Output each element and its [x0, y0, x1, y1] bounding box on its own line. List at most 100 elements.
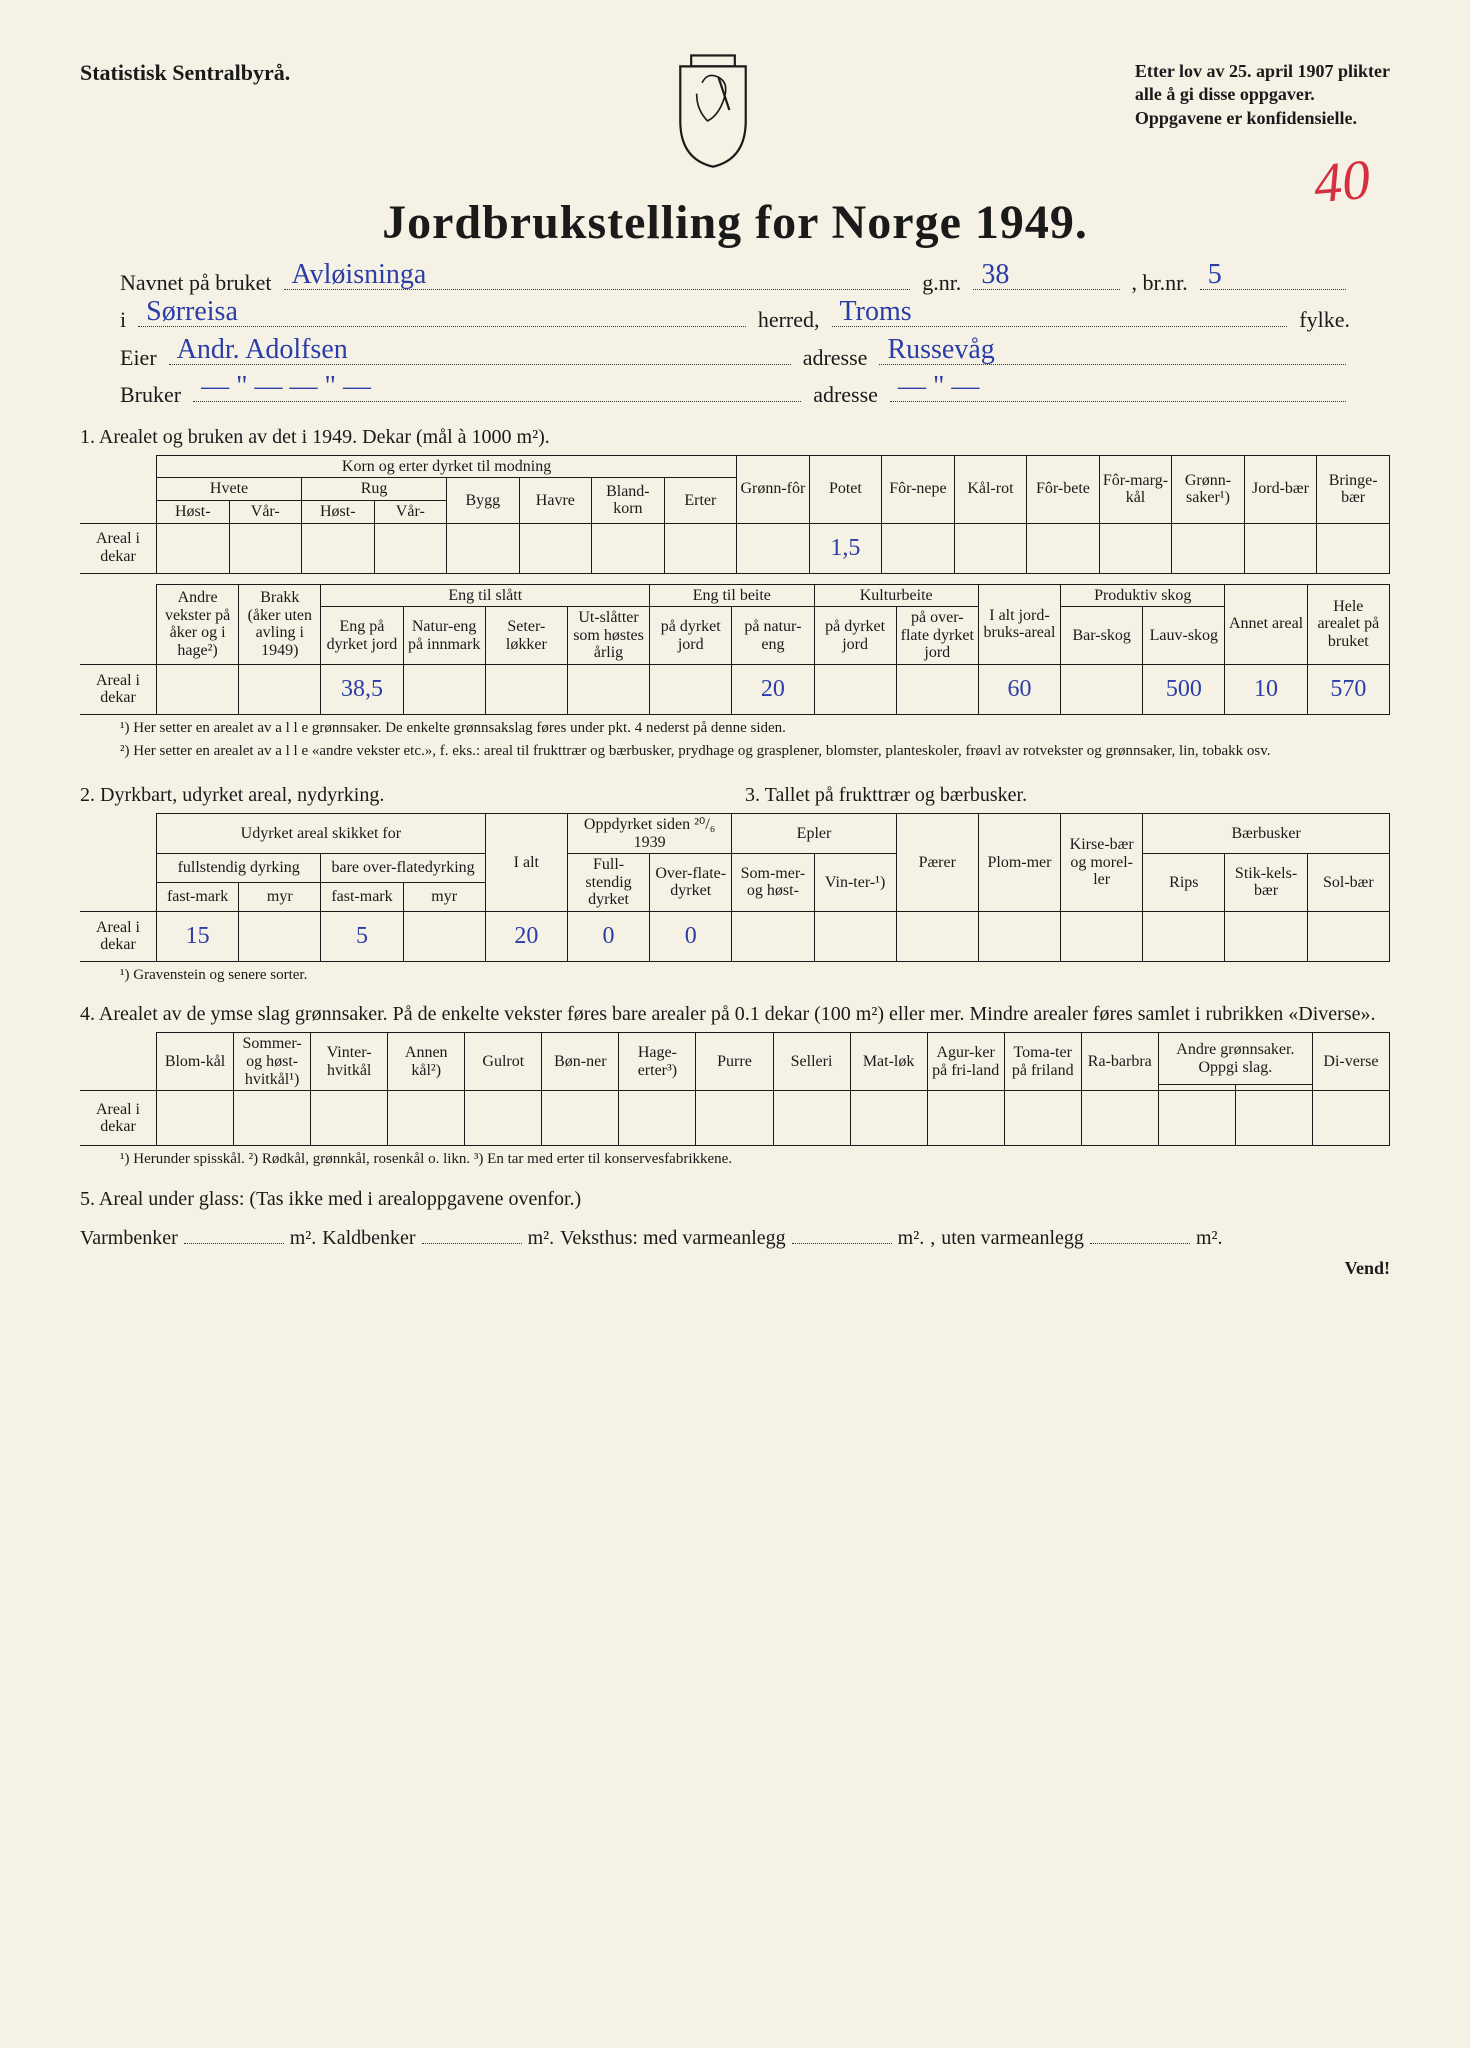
th4-2: Vinter-hvitkål	[311, 1033, 388, 1091]
val-beite-natureng: 20	[732, 664, 814, 714]
th4-3: Annen kål²)	[388, 1033, 465, 1091]
th-eng-dyrket: Eng på dyrket jord	[321, 607, 403, 665]
sec23-headings: 2. Dyrkbart, udyrket areal, nydyrking. 3…	[80, 766, 1390, 813]
label-adresse1: adresse	[803, 345, 868, 371]
label-navnet: Navnet på bruket	[120, 270, 272, 296]
label-i: i	[120, 307, 126, 333]
th-bringebaer: Bringe-bær	[1317, 455, 1390, 523]
th4-1: Sommer- og høst-hvitkål¹)	[234, 1033, 311, 1091]
form-line-1: Navnet på bruket Avløisninga g.nr. 38 , …	[120, 265, 1350, 296]
th-prod-skog: Produktiv skog	[1061, 584, 1225, 607]
th4-7: Purre	[696, 1033, 773, 1091]
section-1-heading: 1. Arealet og bruken av det i 1949. Deka…	[80, 426, 1390, 449]
th-paerer: Pærer	[896, 813, 978, 911]
th-oppdyrket: Oppdyrket siden ²⁰/₆ 1939	[567, 813, 731, 853]
th4-8: Selleri	[773, 1033, 850, 1091]
th-utsl: Ut-slåtter som høstes årlig	[567, 607, 649, 665]
law-line-1: Etter lov av 25. april 1907 plikter	[1135, 60, 1390, 83]
th-rug: Rug	[302, 478, 447, 501]
th-plommer: Plom-mer	[978, 813, 1060, 911]
lbl-kald: Kaldbenker	[322, 1227, 415, 1250]
m2-2: m².	[528, 1227, 555, 1250]
th-udyrket: Udyrket areal skikket for	[157, 813, 486, 853]
th-ialt-jord: I alt jord-bruks-areal	[978, 584, 1060, 664]
th-eng-slatt: Eng til slått	[321, 584, 650, 607]
th4-10: Agur-ker på fri-land	[927, 1033, 1004, 1091]
table-1a: Korn og erter dyrket til modning Grønn-f…	[80, 455, 1390, 574]
footnote-1-1: ¹) Her setter en arealet av a l l e grøn…	[120, 719, 1390, 739]
vend-text: Vend!	[80, 1258, 1390, 1279]
section-3-heading: 3. Tallet på frukttrær og bærbusker.	[745, 784, 1390, 807]
val-annet: 10	[1225, 664, 1307, 714]
brnr-value: 5	[1208, 259, 1222, 291]
law-line-2: alle å gi disse oppgaver.	[1135, 83, 1390, 106]
th4-0: Blom-kål	[157, 1033, 234, 1091]
rowlabel-1a: Areal i dekar	[80, 523, 157, 573]
val-eng-dyrket: 38,5	[321, 664, 403, 714]
lbl-varm: Varmbenker	[80, 1227, 178, 1250]
footnote-1-2: ²) Her setter en arealet av a l l e «and…	[120, 742, 1390, 762]
th-erter: Erter	[664, 478, 737, 523]
th-seter: Seter-løkker	[485, 607, 567, 665]
m2-3: m².	[898, 1227, 925, 1250]
th4-12: Ra-barbra	[1081, 1033, 1158, 1091]
th-annet: Annet areal	[1225, 584, 1307, 664]
th-full-fast: fast-mark	[157, 882, 239, 911]
law-line-3: Oppgavene er konfidensielle.	[1135, 107, 1390, 130]
th-over: Over-flate-dyrket	[650, 854, 732, 912]
lbl-veksthus: Veksthus: med varmeanlegg	[560, 1227, 786, 1250]
th-hele: Hele arealet på bruket	[1307, 584, 1389, 664]
th4-4: Gulrot	[465, 1033, 542, 1091]
th4-andre: Andre grønnsaker. Oppgi slag.	[1158, 1033, 1312, 1084]
label-bruker: Bruker	[120, 382, 181, 408]
th-blandkorn: Bland-korn	[592, 478, 665, 523]
th-gronnsaker: Grønn-saker¹)	[1172, 455, 1245, 523]
th-rug-host: Høst-	[302, 500, 375, 523]
form-line-4: Bruker — " — — " — adresse — " —	[120, 377, 1350, 408]
val-ialt2: 20	[485, 911, 567, 961]
table-4: Blom-kål Sommer- og høst-hvitkål¹) Vinte…	[80, 1032, 1390, 1146]
val-opp-full: 0	[567, 911, 649, 961]
th4-diverse: Di-verse	[1312, 1033, 1389, 1091]
val-lauvskog: 500	[1143, 664, 1225, 714]
val-full-fast: 15	[157, 911, 239, 961]
th-hvete-host: Høst-	[157, 500, 230, 523]
th-epler: Epler	[732, 813, 896, 853]
m2-1: m².	[290, 1227, 317, 1250]
law-text: Etter lov av 25. april 1907 plikter alle…	[1135, 60, 1390, 130]
footnote-23: ¹) Gravenstein og senere sorter.	[120, 966, 1390, 986]
crest-icon	[668, 50, 758, 170]
th-kirse: Kirse-bær og morel-ler	[1061, 813, 1143, 911]
th-eng-beite: Eng til beite	[650, 584, 814, 607]
th-barskog: Bar-skog	[1061, 607, 1143, 665]
section-4-heading: 4. Arealet av de ymse slag grønnsaker. P…	[80, 1003, 1390, 1026]
th-formargkal: Fôr-marg-kål	[1099, 455, 1172, 523]
adresse1-value: Russevåg	[887, 334, 994, 366]
header-row: Statistisk Sentralbyrå. Etter lov av 25.…	[80, 60, 1390, 175]
form-line-3: Eier Andr. Adolfsen adresse Russevåg	[120, 339, 1350, 370]
th-potet: Potet	[809, 455, 882, 523]
th-kult-dyrket: på dyrket jord	[814, 607, 896, 665]
th-bare-myr: myr	[403, 882, 485, 911]
th-brakk: Brakk (åker uten avling i 1949)	[239, 584, 321, 664]
section-5-line: Varmbenkerm². Kaldbenkerm². Veksthus: me…	[80, 1223, 1390, 1250]
th-stikk: Stik-kels-bær	[1225, 854, 1307, 912]
lbl-uten: uten varmeanlegg	[941, 1227, 1084, 1250]
th-jordbaer: Jord-bær	[1244, 455, 1317, 523]
th4-6: Hage-erter³)	[619, 1033, 696, 1091]
gnr-value: 38	[981, 259, 1009, 291]
th-fullstendig: fullstendig dyrking	[157, 854, 321, 883]
label-herred: herred,	[758, 307, 820, 333]
rowlabel-4: Areal i dekar	[80, 1091, 157, 1146]
table-23: Udyrket areal skikket for I alt Oppdyrke…	[80, 813, 1390, 962]
m2-4: m².	[1196, 1227, 1223, 1250]
th-rips: Rips	[1143, 854, 1225, 912]
val-bare-fast: 5	[321, 911, 403, 961]
label-eier: Eier	[120, 345, 157, 371]
th-full-myr: myr	[239, 882, 321, 911]
i-value: Sørreisa	[146, 296, 238, 328]
val-opp-over: 0	[650, 911, 732, 961]
eier-value: Andr. Adolfsen	[177, 334, 348, 366]
label-gnr: g.nr.	[922, 270, 961, 296]
th-full: Full-stendig dyrket	[567, 854, 649, 912]
